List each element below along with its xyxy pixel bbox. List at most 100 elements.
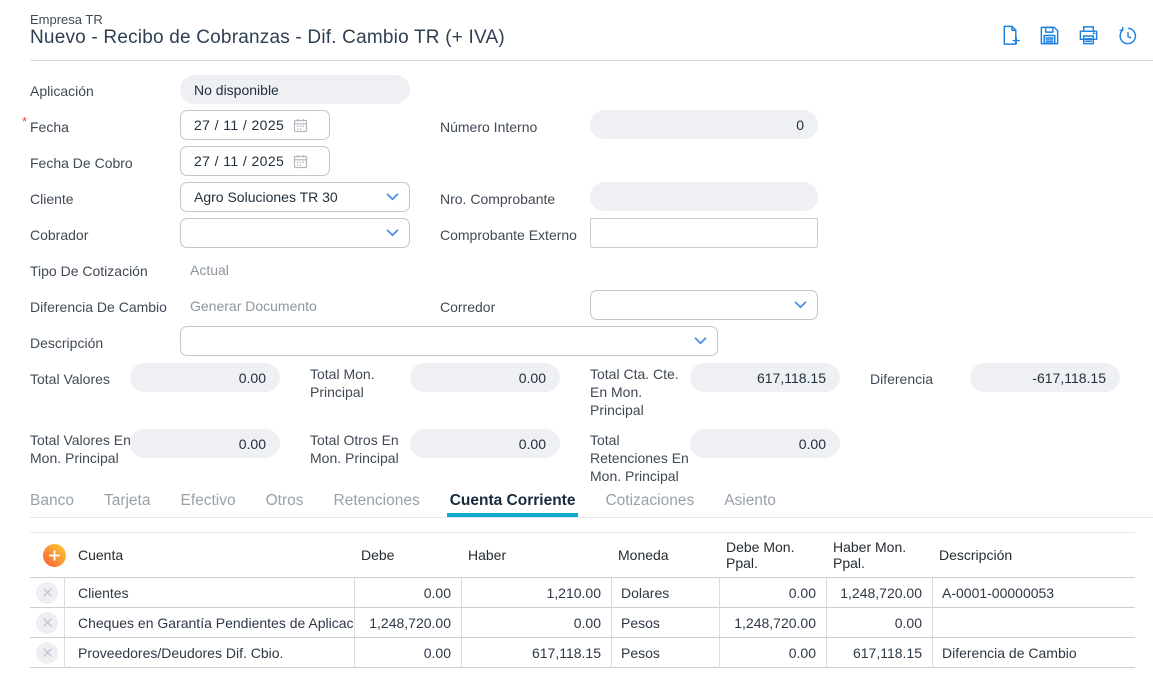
chevron-down-icon (694, 337, 707, 345)
chevron-down-icon (386, 193, 399, 201)
cell-debe-mon-ppal: 0.00 (720, 578, 827, 608)
cell-haber: 0.00 (462, 608, 612, 638)
new-document-button[interactable] (997, 22, 1023, 48)
page-title: Nuevo - Recibo de Cobranzas - Dif. Cambi… (30, 27, 505, 48)
cell-cuenta: Cheques en Garantía Pendientes de Aplica… (65, 608, 355, 638)
nro-comprobante-field (590, 182, 818, 211)
nro-comprobante-label: Nro. Comprobante (440, 191, 556, 207)
tab-banco[interactable]: Banco (30, 492, 74, 509)
x-icon (42, 618, 52, 627)
cell-debe: 0.00 (355, 638, 462, 668)
fecha-input[interactable]: 27 / 11 / 2025 (180, 110, 330, 140)
cell-haber-mon-ppal: 1,248,720.00 (827, 578, 933, 608)
col-haber-mon-ppal: Haber Mon. Ppal. (827, 533, 933, 578)
tab-tarjeta[interactable]: Tarjeta (103, 492, 151, 509)
total-otros-mon-ppal-label: Total Otros En Mon. Principal (310, 432, 399, 467)
comprobante-externo-input[interactable] (590, 218, 818, 248)
numero-interno-label: Número Interno (440, 119, 538, 135)
tab-otros[interactable]: Otros (265, 492, 304, 509)
tabs-divider (30, 517, 1153, 518)
fecha-de-cobro-input[interactable]: 27 / 11 / 2025 (180, 146, 330, 176)
fecha-de-cobro-value: 27 / 11 / 2025 (194, 153, 285, 169)
tab-cotizaciones[interactable]: Cotizaciones (605, 492, 695, 509)
numero-interno-field: 0 (590, 110, 818, 139)
history-icon (1118, 26, 1136, 44)
delete-row-button[interactable] (36, 581, 58, 604)
cobrador-select[interactable] (180, 218, 410, 248)
print-button[interactable] (1075, 22, 1101, 48)
tab-retenciones[interactable]: Retenciones (333, 492, 420, 509)
delete-row-button[interactable] (36, 641, 58, 664)
plus-icon (49, 549, 60, 561)
required-asterisk: * (22, 114, 28, 129)
cell-descripcion: A-0001-00000053 (933, 578, 1135, 608)
total-cta-cte-label: Total Cta. Cte. En Mon. Principal (590, 366, 679, 419)
cell-descripcion: Diferencia de Cambio (933, 638, 1135, 668)
numero-interno-value: 0 (796, 116, 804, 133)
cell-cuenta: Clientes (65, 578, 355, 608)
save-icon (1040, 26, 1058, 44)
cell-debe: 0.00 (355, 578, 462, 608)
aplicacion-field: No disponible (180, 75, 410, 104)
diferencia-label: Diferencia (870, 371, 934, 387)
total-otros-mon-ppal-value: 0.00 (518, 435, 546, 452)
col-moneda: Moneda (612, 533, 720, 578)
save-button[interactable] (1036, 22, 1062, 48)
descripcion-label: Descripción (30, 335, 104, 351)
table-header-add-cell (30, 533, 66, 578)
tipo-de-cotizacion-value: Actual (190, 262, 229, 278)
tipo-de-cotizacion-label: Tipo De Cotización (30, 263, 148, 279)
tab-efectivo[interactable]: Efectivo (180, 492, 236, 509)
cell-debe: 1,248,720.00 (355, 608, 462, 638)
total-valores-value: 0.00 (238, 369, 266, 386)
col-cuenta: Cuenta (65, 533, 355, 578)
aplicacion-value: No disponible (194, 81, 279, 98)
fecha-label: * Fecha (22, 114, 69, 135)
cell-debe-mon-ppal: 0.00 (720, 638, 827, 668)
descripcion-select[interactable] (180, 326, 718, 356)
tab-asiento[interactable]: Asiento (724, 492, 776, 509)
history-button[interactable] (1114, 22, 1140, 48)
calendar-icon (294, 118, 308, 132)
cell-haber: 1,210.00 (462, 578, 612, 608)
diferencia-value: -617,118.15 (1032, 369, 1106, 386)
cell-cuenta: Proveedores/Deudores Dif. Cbio. (65, 638, 355, 668)
calendar-icon (294, 154, 308, 168)
cliente-select[interactable]: Agro Soluciones TR 30 (180, 182, 410, 212)
total-mon-principal-label: Total Mon. Principal (310, 366, 375, 401)
cliente-value: Agro Soluciones TR 30 (194, 189, 338, 205)
new-document-icon (1003, 25, 1020, 45)
tab-cuenta-corriente[interactable]: Cuenta Corriente (446, 492, 579, 518)
fecha-de-cobro-label: Fecha De Cobro (30, 155, 133, 171)
total-retenciones-label: Total Retenciones En Mon. Principal (590, 432, 689, 485)
delete-row-button[interactable] (36, 611, 58, 634)
diferencia-de-cambio-value: Generar Documento (190, 298, 317, 314)
print-icon (1079, 25, 1097, 44)
cell-descripcion (933, 608, 1135, 638)
app-subtitle: Empresa TR (30, 12, 103, 27)
total-mon-principal-field: 0.00 (410, 363, 560, 392)
total-valores-label: Total Valores (30, 371, 110, 387)
total-valores-mon-ppal-field: 0.00 (130, 429, 280, 458)
total-otros-mon-ppal-field: 0.00 (410, 429, 560, 458)
col-debe-mon-ppal: Debe Mon. Ppal. (720, 533, 827, 578)
total-valores-mon-ppal-label: Total Valores En Mon. Principal (30, 432, 131, 467)
comprobante-externo-label: Comprobante Externo (440, 227, 577, 243)
tab-bar: Banco Tarjeta Efectivo Otros Retenciones… (30, 492, 776, 518)
cliente-label: Cliente (30, 191, 74, 207)
add-row-button[interactable] (43, 543, 66, 567)
header-divider (30, 60, 1153, 61)
cell-haber: 617,118.15 (462, 638, 612, 668)
total-cta-cte-value: 617,118.15 (756, 369, 826, 386)
corredor-select[interactable] (590, 290, 818, 320)
chevron-down-icon (794, 301, 807, 309)
total-cta-cte-field: 617,118.15 (690, 363, 840, 392)
corredor-label: Corredor (440, 299, 496, 315)
diferencia-field: -617,118.15 (970, 363, 1120, 392)
table-row-delete-cell (30, 608, 65, 638)
cell-moneda: Dolares (612, 578, 720, 608)
table-row-delete-cell (30, 638, 65, 668)
total-valores-mon-ppal-value: 0.00 (238, 435, 266, 452)
total-mon-principal-value: 0.00 (518, 369, 546, 386)
cell-haber-mon-ppal: 0.00 (827, 608, 933, 638)
